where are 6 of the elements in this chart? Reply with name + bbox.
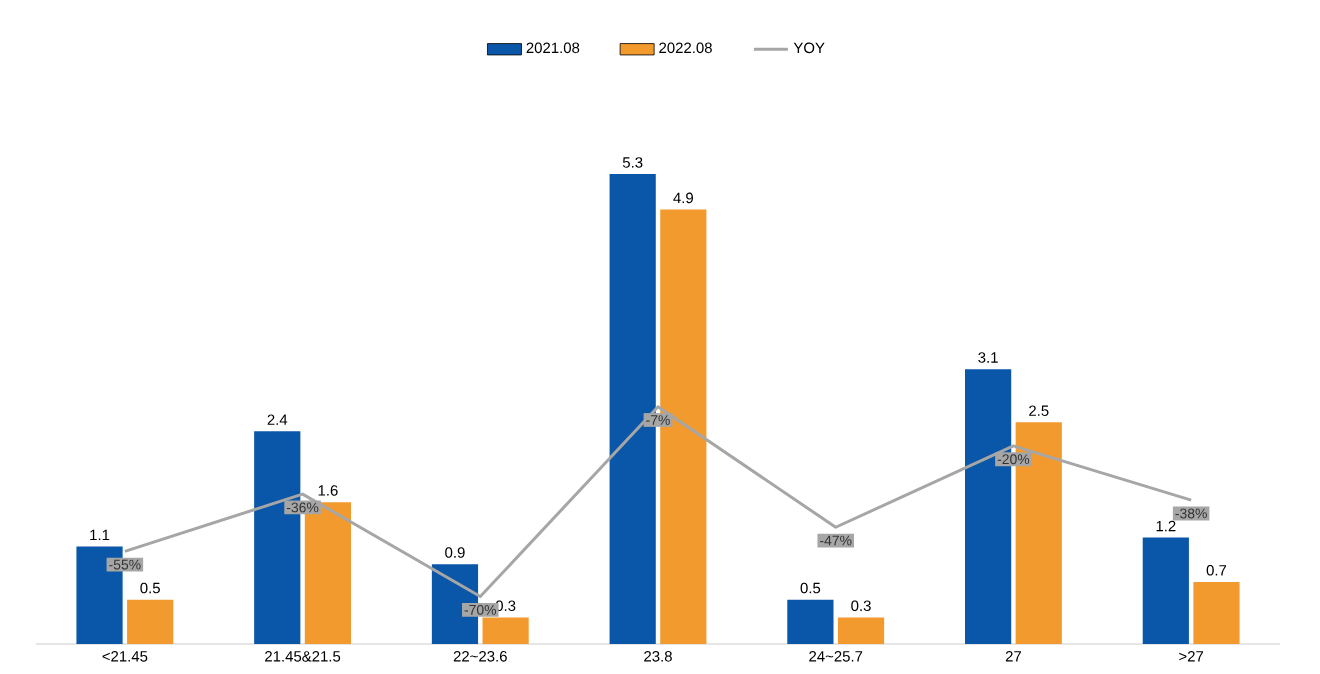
bar: [837, 617, 885, 644]
bar: [1142, 537, 1189, 644]
bar: [127, 599, 174, 644]
bar: [482, 617, 529, 644]
bar: [787, 599, 834, 644]
bar: [1193, 581, 1240, 644]
